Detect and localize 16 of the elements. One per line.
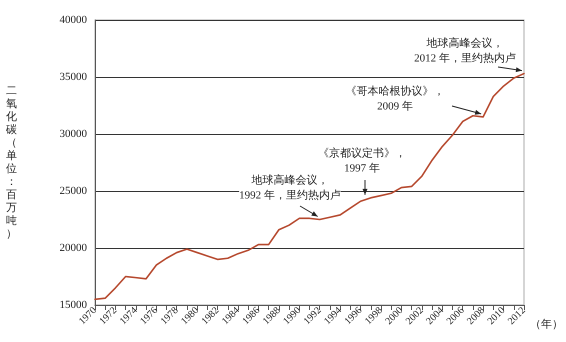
y-tick-label: 15000 [60, 299, 88, 311]
x-tick-label: 1990 [281, 305, 304, 328]
text: 二氧化碳（单位：百万吨） [6, 85, 17, 240]
x-axis-title: （年） [530, 318, 563, 330]
x-tick-label: 1992 [302, 305, 324, 328]
y-tick-label: 25000 [60, 185, 88, 197]
annotation: 《哥本哈根协议》， 2009 年 [346, 84, 444, 112]
y-tick-label: 40000 [60, 14, 88, 26]
annotation: 地球高峰会议， 1992 年，里约热内卢 [239, 174, 341, 202]
y-tick-label: 20000 [60, 242, 88, 254]
annotation: 地球高峰会议， 2012 年，里约热内卢 [414, 36, 516, 64]
y-tick-label: 35000 [60, 71, 88, 83]
annotation: 《京都议定书》， 1997 年 [318, 146, 406, 174]
x-tick-label: 1978 [158, 305, 181, 328]
y-tick-label: 30000 [60, 128, 88, 140]
line-series [94, 72, 525, 300]
